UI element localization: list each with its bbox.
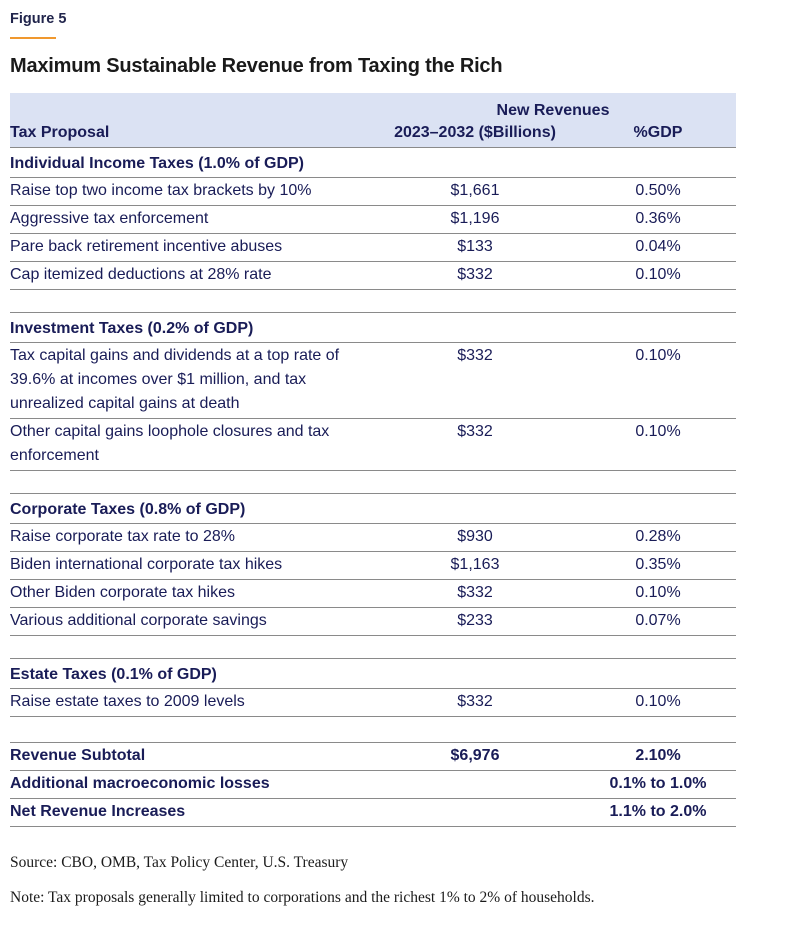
billions-cell: $332: [370, 418, 580, 471]
header-band-bottom: Tax Proposal 2023–2032 ($Billions) %GDP: [10, 121, 736, 148]
summary-row-subtotal: Revenue Subtotal $6,976 2.10%: [10, 742, 736, 771]
gdp-cell: 0.36%: [580, 205, 736, 234]
table-row: Raise estate taxes to 2009 levels $332 0…: [10, 688, 736, 717]
gdp-cell: 0.10%: [580, 579, 736, 608]
proposal-cell: Raise estate taxes to 2009 levels: [10, 688, 370, 717]
gdp-cell: 0.10%: [580, 688, 736, 717]
billions-cell: $332: [370, 579, 580, 608]
section-spacer: [10, 290, 736, 313]
gdp-cell: 1.1% to 2.0%: [580, 798, 736, 827]
header-band-top: New Revenues: [10, 93, 736, 121]
billions-cell: $6,976: [370, 742, 580, 771]
figure-page: Figure 5 Maximum Sustainable Revenue fro…: [10, 11, 736, 906]
figure-label: Figure 5: [10, 11, 67, 27]
gdp-cell: 0.10%: [580, 342, 736, 419]
billions-cell: $1,661: [370, 177, 580, 206]
methodology-note: Note: Tax proposals generally limited to…: [10, 889, 595, 906]
accent-rule: [10, 37, 56, 39]
proposal-cell: Raise corporate tax rate to 28%: [10, 523, 370, 552]
billions-cell: $332: [370, 688, 580, 717]
column-group-header: New Revenues: [370, 93, 736, 121]
gdp-cell: 0.35%: [580, 551, 736, 580]
figure-title: Maximum Sustainable Revenue from Taxing …: [10, 55, 503, 77]
proposal-cell: Other Biden corporate tax hikes: [10, 579, 370, 608]
table-row: Pare back retirement incentive abuses $1…: [10, 233, 736, 262]
revenue-table: New Revenues Tax Proposal 2023–2032 ($Bi…: [10, 93, 736, 827]
billions-cell: $332: [370, 261, 580, 290]
summary-label: Additional macroeconomic losses: [10, 770, 370, 799]
section-title: Estate Taxes (0.1% of GDP): [10, 658, 736, 689]
proposal-cell: Other capital gains loophole closures an…: [10, 418, 370, 471]
column-header-proposal: Tax Proposal: [10, 121, 370, 148]
section-header-estate: Estate Taxes (0.1% of GDP): [10, 658, 736, 689]
proposal-cell: Raise top two income tax brackets by 10%: [10, 177, 370, 206]
table-row: Biden international corporate tax hikes …: [10, 551, 736, 580]
section-header-individual-income: Individual Income Taxes (1.0% of GDP): [10, 147, 736, 178]
table-row: Tax capital gains and dividends at a top…: [10, 342, 736, 419]
table-row: Other Biden corporate tax hikes $332 0.1…: [10, 579, 736, 608]
gdp-cell: 0.07%: [580, 607, 736, 636]
billions-cell: $1,163: [370, 551, 580, 580]
gdp-cell: 0.10%: [580, 261, 736, 290]
table-row: Aggressive tax enforcement $1,196 0.36%: [10, 205, 736, 234]
section-spacer: [10, 471, 736, 494]
section-spacer: [10, 636, 736, 659]
billions-cell: $1,196: [370, 205, 580, 234]
summary-row-macro-losses: Additional macroeconomic losses 0.1% to …: [10, 770, 736, 799]
section-title: Corporate Taxes (0.8% of GDP): [10, 493, 736, 524]
header-band-empty-cell: [10, 93, 370, 121]
column-header-billions: 2023–2032 ($Billions): [370, 121, 580, 148]
table-row: Cap itemized deductions at 28% rate $332…: [10, 261, 736, 290]
proposal-cell: Biden international corporate tax hikes: [10, 551, 370, 580]
proposal-cell: Tax capital gains and dividends at a top…: [10, 342, 370, 419]
proposal-cell: Cap itemized deductions at 28% rate: [10, 261, 370, 290]
table-row: Other capital gains loophole closures an…: [10, 418, 736, 471]
gdp-cell: 0.50%: [580, 177, 736, 206]
billions-cell: $930: [370, 523, 580, 552]
section-title: Investment Taxes (0.2% of GDP): [10, 312, 736, 343]
gdp-cell: 0.04%: [580, 233, 736, 262]
proposal-cell: Pare back retirement incentive abuses: [10, 233, 370, 262]
source-note: Source: CBO, OMB, Tax Policy Center, U.S…: [10, 854, 349, 871]
column-header-gdp: %GDP: [580, 121, 736, 148]
section-header-investment: Investment Taxes (0.2% of GDP): [10, 312, 736, 343]
summary-label: Net Revenue Increases: [10, 798, 370, 827]
billions-cell: [370, 798, 580, 827]
proposal-cell: Various additional corporate savings: [10, 607, 370, 636]
billions-cell: $133: [370, 233, 580, 262]
section-title: Individual Income Taxes (1.0% of GDP): [10, 147, 736, 178]
summary-label: Revenue Subtotal: [10, 742, 370, 771]
gdp-cell: 0.1% to 1.0%: [580, 770, 736, 799]
billions-cell: $233: [370, 607, 580, 636]
billions-cell: [370, 770, 580, 799]
proposal-cell: Aggressive tax enforcement: [10, 205, 370, 234]
gdp-cell: 0.28%: [580, 523, 736, 552]
gdp-cell: 2.10%: [580, 742, 736, 771]
table-row: Various additional corporate savings $23…: [10, 607, 736, 636]
summary-row-net-increase: Net Revenue Increases 1.1% to 2.0%: [10, 798, 736, 827]
gdp-cell: 0.10%: [580, 418, 736, 471]
table-row: Raise corporate tax rate to 28% $930 0.2…: [10, 523, 736, 552]
table-row: Raise top two income tax brackets by 10%…: [10, 177, 736, 206]
section-header-corporate: Corporate Taxes (0.8% of GDP): [10, 493, 736, 524]
section-spacer: [10, 717, 736, 743]
billions-cell: $332: [370, 342, 580, 419]
table-header: New Revenues Tax Proposal 2023–2032 ($Bi…: [10, 93, 736, 148]
